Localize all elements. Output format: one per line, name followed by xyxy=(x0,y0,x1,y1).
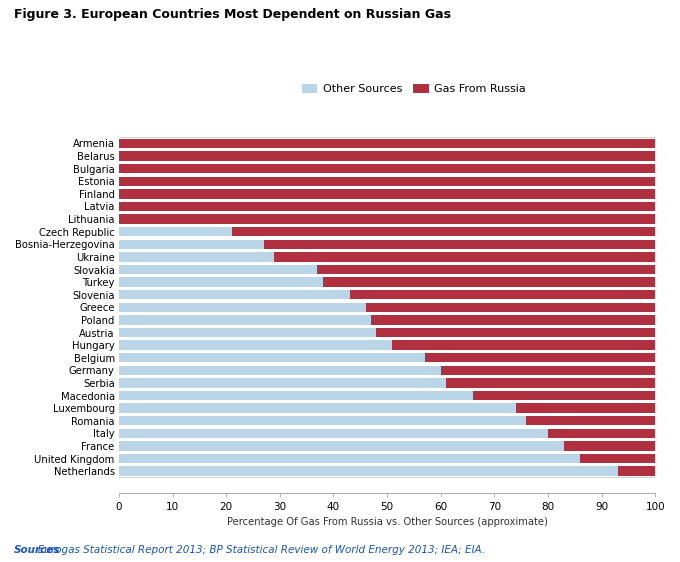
Bar xyxy=(264,239,656,249)
Bar xyxy=(275,252,656,262)
Bar xyxy=(119,239,264,249)
Text: Figure 3. European Countries Most Dependent on Russian Gas: Figure 3. European Countries Most Depend… xyxy=(14,8,451,21)
Bar xyxy=(119,328,376,337)
Bar xyxy=(119,416,526,425)
Bar xyxy=(548,429,656,438)
Bar xyxy=(119,176,656,186)
Bar xyxy=(119,139,656,148)
Text: Sources: Sources xyxy=(14,545,60,555)
Bar xyxy=(119,353,424,362)
Bar xyxy=(424,353,656,362)
Bar xyxy=(119,341,392,350)
Bar xyxy=(119,227,231,237)
Bar xyxy=(119,441,564,451)
Bar xyxy=(119,252,275,262)
Bar xyxy=(119,454,580,463)
Bar xyxy=(119,366,441,375)
Bar xyxy=(441,366,656,375)
Bar xyxy=(473,391,656,400)
Bar xyxy=(119,214,656,224)
Bar xyxy=(366,302,656,312)
Bar xyxy=(119,202,656,211)
Bar xyxy=(617,466,656,476)
Text: : Eurogas Statistical Report 2013; BP Statistical Review of World Energy 2013; I: : Eurogas Statistical Report 2013; BP St… xyxy=(31,545,485,555)
Bar xyxy=(119,151,656,161)
Bar xyxy=(323,278,656,287)
Bar xyxy=(119,189,656,198)
Bar xyxy=(119,265,318,274)
Bar xyxy=(350,290,656,300)
Bar xyxy=(119,378,446,388)
Bar xyxy=(119,302,366,312)
Bar xyxy=(119,404,515,413)
Bar xyxy=(376,328,656,337)
Bar xyxy=(119,290,350,300)
Bar xyxy=(231,227,656,237)
Bar xyxy=(119,278,323,287)
Bar xyxy=(119,429,548,438)
Legend: Other Sources, Gas From Russia: Other Sources, Gas From Russia xyxy=(297,79,530,98)
Bar xyxy=(371,315,656,325)
Bar xyxy=(119,466,617,476)
Bar xyxy=(119,164,656,174)
Bar xyxy=(446,378,656,388)
Bar xyxy=(580,454,656,463)
Bar xyxy=(515,404,656,413)
Bar xyxy=(526,416,656,425)
Bar xyxy=(119,315,371,325)
Bar xyxy=(119,391,473,400)
Bar xyxy=(318,265,656,274)
X-axis label: Percentage Of Gas From Russia vs. Other Sources (approximate): Percentage Of Gas From Russia vs. Other … xyxy=(226,518,547,527)
Bar xyxy=(392,341,656,350)
Bar xyxy=(564,441,656,451)
